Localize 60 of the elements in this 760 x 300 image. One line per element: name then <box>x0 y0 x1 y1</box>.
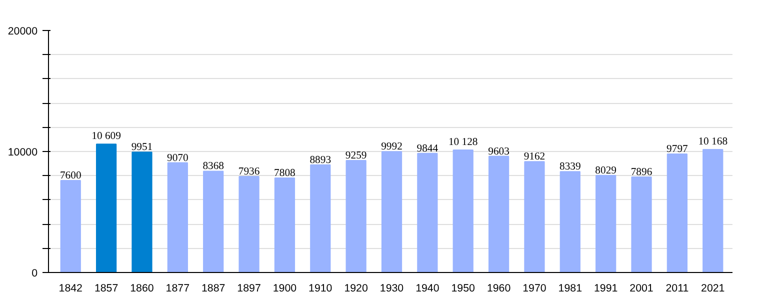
x-tick-label: 1940 <box>416 282 440 294</box>
bar <box>524 161 545 272</box>
data-label: 9162 <box>524 152 546 163</box>
x-tick-label: 1900 <box>272 282 297 294</box>
bar <box>238 176 260 272</box>
bar <box>702 148 724 272</box>
x-tick-label: 1970 <box>522 282 546 294</box>
bar <box>132 152 152 272</box>
bar <box>560 171 580 272</box>
x-tick-label: 1877 <box>166 282 190 294</box>
x-tick-label: 1920 <box>344 282 368 294</box>
data-label: 9070 <box>167 152 188 164</box>
bar <box>310 164 331 272</box>
bar <box>203 170 224 272</box>
x-tick-label: 1981 <box>558 282 582 294</box>
bar <box>274 178 296 272</box>
x-tick-label: 1857 <box>94 282 118 294</box>
x-tick-label: 1887 <box>201 282 226 294</box>
data-label: 7600 <box>60 170 82 182</box>
bar <box>666 153 688 272</box>
y-tick-label: 10000 <box>8 146 38 158</box>
data-label: 10 609 <box>92 131 121 142</box>
data-label: 9259 <box>345 150 367 162</box>
data-label: 10 168 <box>698 136 728 148</box>
data-label: 7896 <box>630 166 653 178</box>
bar <box>452 149 474 272</box>
data-label: 9951 <box>131 142 153 154</box>
data-label: 8893 <box>310 154 332 166</box>
data-label: 8368 <box>202 161 224 172</box>
x-tick-label: 1842 <box>58 282 83 294</box>
x-tick-label: 1897 <box>237 282 261 294</box>
data-label: 8029 <box>595 165 616 176</box>
bar <box>96 144 117 272</box>
bar <box>631 176 652 272</box>
bar <box>346 160 366 272</box>
bar <box>60 180 81 272</box>
x-tick-label: 1950 <box>451 282 476 294</box>
x-tick-label: 2001 <box>630 282 654 294</box>
bar <box>488 156 510 272</box>
y-tick-label: 0 <box>32 268 38 280</box>
x-tick-label: 1960 <box>486 282 511 294</box>
x-tick-label: 2021 <box>701 282 725 294</box>
data-label: 9603 <box>488 146 510 158</box>
bar <box>167 162 188 272</box>
x-tick-label: 2011 <box>666 282 689 294</box>
x-tick-label: 1860 <box>130 282 154 294</box>
data-label: 10 128 <box>448 136 478 148</box>
x-tick-label: 1930 <box>380 282 404 294</box>
data-label: 9797 <box>666 144 689 155</box>
x-tick-label: 1991 <box>594 282 618 294</box>
x-tick-label: 1910 <box>308 282 332 294</box>
data-label: 9992 <box>381 142 402 153</box>
data-label: 7936 <box>238 166 260 178</box>
data-label: 7808 <box>274 168 296 180</box>
data-label: 8339 <box>559 162 581 173</box>
bar <box>381 151 402 272</box>
y-tick-label: 20000 <box>8 26 38 38</box>
bar <box>596 174 616 272</box>
bar <box>417 152 438 272</box>
data-label: 9844 <box>416 143 439 154</box>
